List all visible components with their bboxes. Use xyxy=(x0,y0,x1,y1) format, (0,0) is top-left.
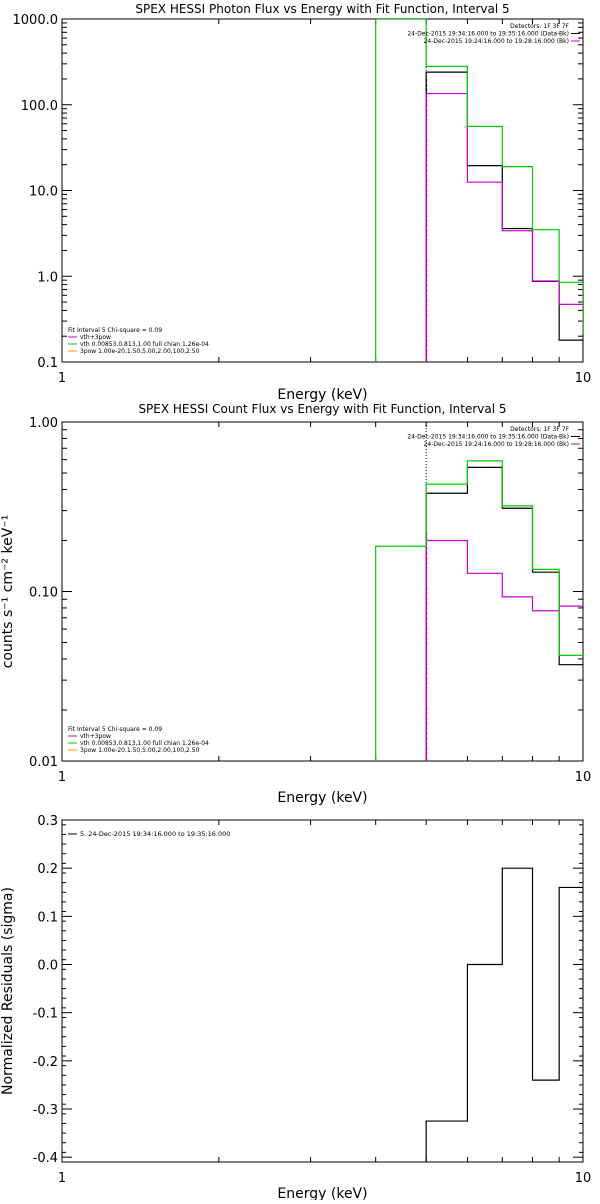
series-line-magenta xyxy=(425,92,583,362)
header-line: 24-Dec-2015 19:24:16.000 to 19:28:16.000… xyxy=(424,38,569,45)
y-tick-label: 100.0 xyxy=(21,99,58,114)
series-line-black xyxy=(425,71,583,362)
plot-frame xyxy=(61,18,584,363)
y-axis-label: counts s⁻¹ cm⁻² keV⁻¹ xyxy=(0,515,16,669)
x-axis-label: Energy (keV) xyxy=(277,387,367,403)
y-tick-label: 0.3 xyxy=(37,814,58,829)
y-tick-label: 0.10 xyxy=(29,586,58,601)
legend-entry: vth 0.00853,0.813,1.00 full chian 1.26e-… xyxy=(80,740,209,747)
header-line: Detectors: 1F 3F 7F xyxy=(510,23,569,30)
legend-entry: 5. 24-Dec-2015 19:34:16.000 to 19:35:16.… xyxy=(80,830,230,838)
header-line: 24-Dec-2015 19:34:16.000 to 19:35:16.000… xyxy=(407,434,569,441)
plot-frame xyxy=(61,819,584,1163)
y-tick-label: 0.1 xyxy=(37,356,58,371)
y-tick-label: 0.01 xyxy=(29,755,58,770)
legend-entry: Fit Interval 5 Chi-square = 0.09 xyxy=(68,327,162,334)
series-line-black xyxy=(425,867,583,1162)
legend-entry: vth+3pow xyxy=(80,733,111,740)
x-tick-label: 10 xyxy=(575,1171,592,1186)
chart-panel-1: SPEX HESSI Photon Flux vs Energy with Fi… xyxy=(13,2,592,403)
y-tick-label: 10.0 xyxy=(29,185,58,200)
y-tick-label: -0.2 xyxy=(33,1055,58,1070)
series-line-green xyxy=(375,460,583,761)
x-tick-label: 10 xyxy=(575,371,592,386)
plot-area xyxy=(375,19,583,362)
y-axis-label: Normalized Residuals (sigma) xyxy=(0,887,16,1095)
y-tick-label: 0.0 xyxy=(37,959,58,974)
series-line-green xyxy=(375,19,583,362)
legend-entry: vth 0.00853,0.813,1.00 full chian 1.26e-… xyxy=(80,341,209,348)
header-line: 24-Dec-2015 19:24:16.000 to 19:28:16.000… xyxy=(424,441,569,448)
x-tick-label: 1 xyxy=(58,770,66,785)
y-tick-label: 0.1 xyxy=(37,910,58,925)
x-axis-label: Energy (keV) xyxy=(277,1186,367,1200)
y-tick-label: 1.0 xyxy=(37,270,58,285)
x-axis-label: Energy (keV) xyxy=(277,790,367,806)
y-tick-label: -0.4 xyxy=(33,1151,58,1166)
plot-frame xyxy=(61,421,584,762)
chart-title: SPEX HESSI Photon Flux vs Energy with Fi… xyxy=(135,2,509,16)
y-tick-label: 1000.0 xyxy=(13,13,59,28)
chart-panel-3: 1 10 0.3 0.2 0.1 0.0 -0.1 -0.2 -0.3 -0.4 Energy (k… xyxy=(0,814,592,1202)
y-tick-label: -0.1 xyxy=(33,1007,58,1022)
x-tick-label: 10 xyxy=(575,770,592,785)
plot-area xyxy=(375,422,583,761)
legend-entry: vth+3pow xyxy=(80,334,111,341)
y-tick-label: 0.2 xyxy=(37,862,58,877)
header-line: 24-Dec-2015 19:34:16.000 to 19:35:16.000… xyxy=(407,31,569,38)
legend-entry: 3pow 1.00e-20,1.50,5.00,2.00,100,2.50 xyxy=(80,747,200,754)
chart-panel-2: SPEX HESSI Count Flux vs Energy with Fit… xyxy=(0,402,591,806)
chart-title: SPEX HESSI Count Flux vs Energy with Fit… xyxy=(138,402,506,416)
legend-entry: Fit Interval 5 Chi-square = 0.09 xyxy=(68,726,162,733)
header-line: Detectors: 1F 3F 7F xyxy=(510,426,569,433)
x-tick-label: 1 xyxy=(58,371,66,386)
y-tick-label: 1.00 xyxy=(29,416,58,431)
y-tick-label: -0.3 xyxy=(33,1103,58,1118)
x-tick-label: 1 xyxy=(58,1171,66,1186)
legend-entry: 3pow 1.00e-20,1.50,5.00,2.00,100,2.50 xyxy=(80,348,200,355)
plot-area xyxy=(425,867,583,1162)
